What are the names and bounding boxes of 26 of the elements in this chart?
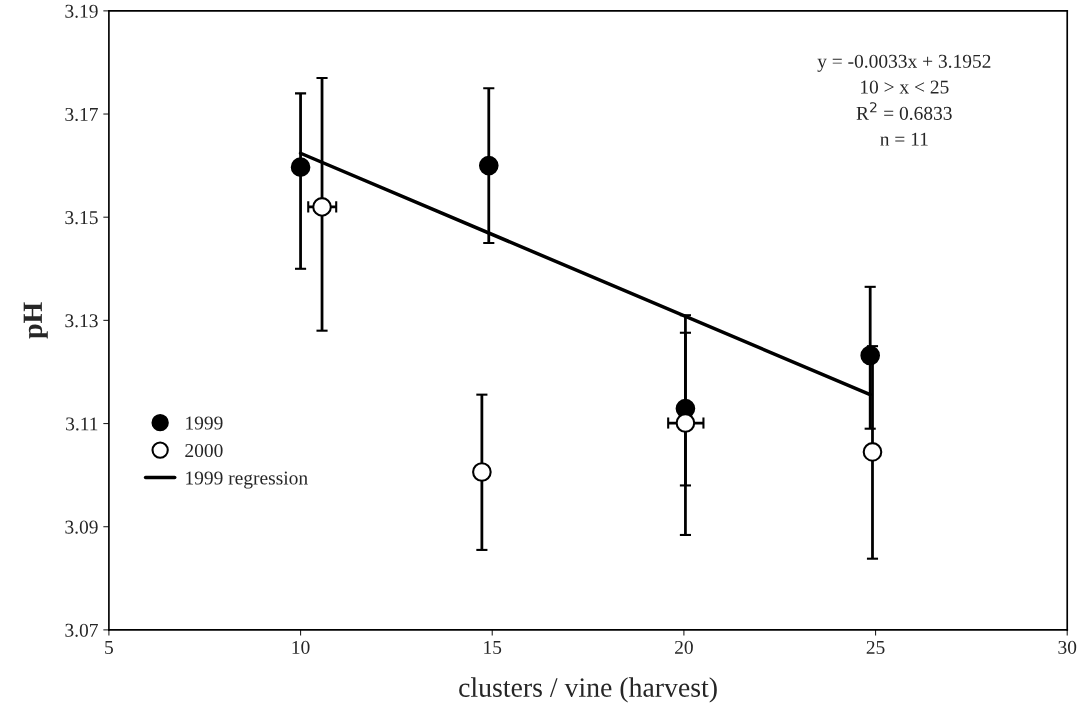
annotation: y = -0.0033x + 3.1952 10 > x < 25 R$^{2}$ = 0.6833 n = 11 [817, 54, 991, 146]
point [472, 462, 492, 482]
legend-label: 1999 [186, 416, 223, 430]
x-tick-label: 25 [866, 640, 885, 654]
legend-label: 1999 regression [186, 471, 308, 489]
y-tick-label: 3.13 [65, 314, 98, 328]
y-tick-label: 3.19 [65, 4, 98, 18]
point [675, 413, 696, 433]
y-tick-label: 3.09 [65, 520, 98, 534]
y-tick-label: 3.17 [65, 107, 98, 122]
y-tick-label: 3.15 [65, 211, 98, 225]
x-tick-label: 15 [484, 640, 502, 654]
point [290, 157, 311, 177]
point [860, 345, 881, 366]
x-tick-label: 30 [1058, 640, 1077, 654]
y-axis-title: pH [23, 302, 48, 339]
x-tick-label: 5 [105, 641, 113, 654]
y-tick-label: 3.07 [65, 623, 98, 637]
point [478, 155, 499, 176]
point [312, 197, 332, 217]
y-tick-label: 3.11 [66, 417, 98, 431]
x-tick-label: 10 [292, 640, 310, 654]
x-axis-title: clusters / vine (harvest) [459, 677, 717, 703]
legend-label: 2000 [185, 443, 223, 458]
point [862, 442, 883, 462]
x-tick-label: 20 [675, 640, 693, 654]
